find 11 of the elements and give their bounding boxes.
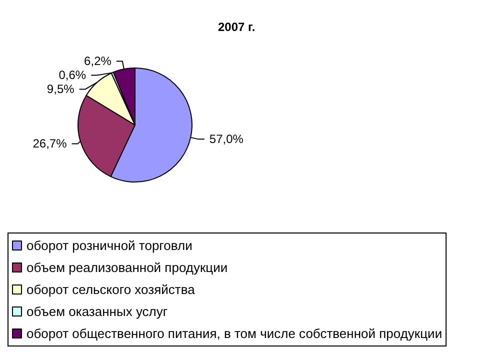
data-label: 26,7%	[32, 136, 68, 151]
data-label: 6,2%	[84, 54, 112, 68]
data-label: 9,5%	[46, 82, 75, 96]
legend-label: объем оказанных услуг	[26, 304, 168, 319]
legend-label: оборот сельского хозяйства	[26, 282, 196, 297]
chart-title: 2007 г.	[218, 20, 256, 34]
data-label: 57,0%	[209, 132, 244, 146]
data-label: 0,6%	[58, 68, 86, 82]
legend-label: оборот общественного питания, в том числе собственной продукции	[26, 326, 442, 341]
legend-label: оборот розничной торговли	[26, 238, 192, 253]
legend-label: объем реализованной продукции	[26, 260, 228, 275]
